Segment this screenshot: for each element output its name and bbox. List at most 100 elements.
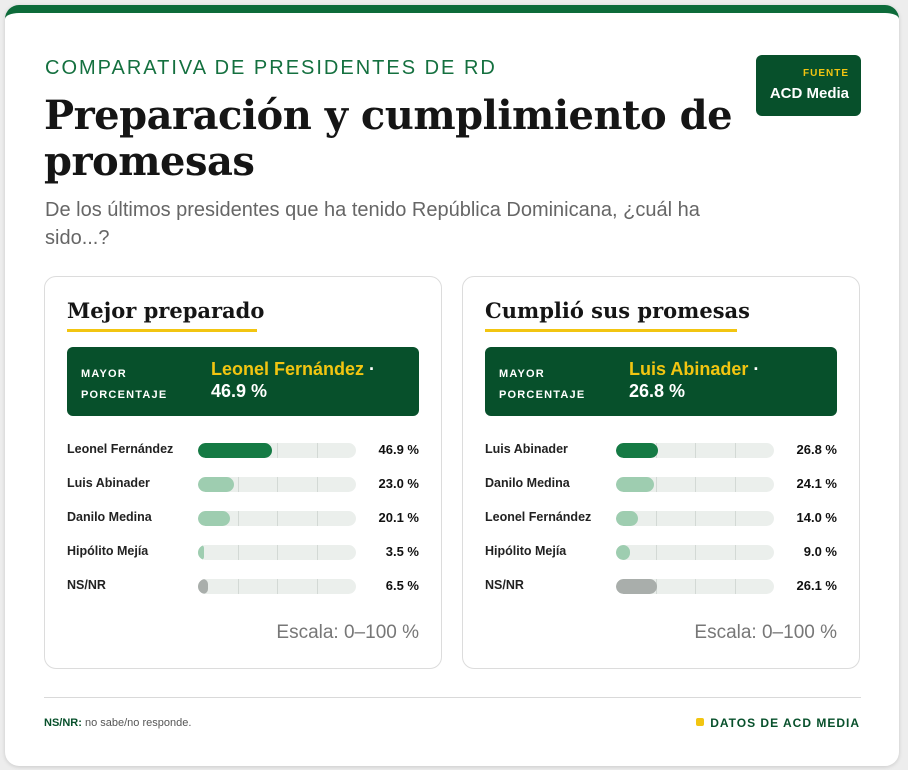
title-underline xyxy=(67,329,257,332)
bar-fill xyxy=(198,545,204,560)
top-result-name: Luis Abinader · xyxy=(629,359,760,379)
gridline xyxy=(695,443,696,458)
panel-mejor-preparado: Mejor preparado MAYOR PORCENTAJE Leonel … xyxy=(44,276,442,669)
bar-track xyxy=(616,477,774,492)
bar-value-label: 14.0 % xyxy=(796,510,837,525)
bar-value-label: 6.5 % xyxy=(385,578,419,593)
bar-track xyxy=(616,511,774,526)
bar-value-label: 9.0 % xyxy=(803,544,837,559)
subtitle: De los últimos presidentes que ha tenido… xyxy=(45,199,700,249)
gridline xyxy=(277,443,278,458)
panel-title: Mejor preparado xyxy=(67,298,265,323)
bar-fill xyxy=(616,545,631,560)
top-result-box: MAYOR PORCENTAJE Luis Abinader · 26.8 % xyxy=(485,347,837,416)
bar-track xyxy=(616,443,774,458)
bar-category-label: Leonel Fernández xyxy=(485,510,592,524)
top-result-label: MAYOR PORCENTAJE xyxy=(499,368,586,401)
gridline xyxy=(695,477,696,492)
gridline xyxy=(695,511,696,526)
bar-fill xyxy=(616,443,659,458)
top-result-value: 46.9 % xyxy=(211,381,268,401)
gridline xyxy=(237,545,239,560)
panel-cumplio-promesas: Cumplió sus promesas MAYOR PORCENTAJE Lu… xyxy=(462,276,860,669)
source-badge: FUENTE ACD Media xyxy=(756,55,861,116)
gridline xyxy=(277,545,278,560)
bar-row: Luis Abinader 23.0 % xyxy=(67,474,419,494)
bar-category-label: Leonel Fernández xyxy=(67,442,174,456)
bar-category-label: Danilo Medina xyxy=(67,510,152,524)
gridline xyxy=(655,477,657,492)
bar-row: NS/NR 6.5 % xyxy=(67,576,419,596)
gridline xyxy=(695,579,696,594)
bar-row: Danilo Medina 24.1 % xyxy=(485,474,837,494)
eyebrow: COMPARATIVA DE PRESIDENTES DE RD xyxy=(45,57,497,79)
bar-track xyxy=(198,579,356,594)
bar-row: Luis Abinader 26.8 % xyxy=(485,440,837,460)
bar-row: Danilo Medina 20.1 % xyxy=(67,508,419,528)
bar-category-label: Luis Abinader xyxy=(67,476,150,490)
top-result-name: Leonel Fernández · xyxy=(211,359,376,379)
gridline xyxy=(695,545,696,560)
scale-note: Escala: 0–100 % xyxy=(276,622,419,643)
top-result-label: MAYOR PORCENTAJE xyxy=(81,368,168,401)
page-title: Preparación y cumplimiento de promesas xyxy=(44,92,733,185)
bar-category-label: NS/NR xyxy=(67,578,106,592)
source-label: FUENTE xyxy=(803,68,849,79)
gridline xyxy=(237,511,239,526)
gridline xyxy=(734,579,736,594)
gridline xyxy=(277,579,278,594)
bar-fill xyxy=(198,511,230,526)
gridline xyxy=(237,477,239,492)
footer-note: NS/NR: no sabe/no responde. xyxy=(44,717,192,729)
bar-value-label: 46.9 % xyxy=(378,442,419,457)
gridline xyxy=(734,545,736,560)
infographic-card: COMPARATIVA DE PRESIDENTES DE RD Prepara… xyxy=(5,5,899,766)
bar-track xyxy=(198,477,356,492)
bar-track xyxy=(616,545,774,560)
gridline xyxy=(316,443,318,458)
top-result-box: MAYOR PORCENTAJE Leonel Fernández · 46.9… xyxy=(67,347,419,416)
gridline xyxy=(316,477,318,492)
bar-category-label: Luis Abinader xyxy=(485,442,568,456)
bar-fill xyxy=(616,511,639,526)
gridline xyxy=(316,579,318,594)
credit-marker-icon xyxy=(696,718,705,726)
top-result-value: 26.8 % xyxy=(629,381,686,401)
bar-fill xyxy=(198,477,235,492)
bar-track xyxy=(198,511,356,526)
bar-value-label: 20.1 % xyxy=(378,510,419,525)
bar-category-label: Hipólito Mejía xyxy=(485,544,567,558)
bar-row: Hipólito Mejía 9.0 % xyxy=(485,542,837,562)
bar-row: Leonel Fernández 46.9 % xyxy=(67,440,419,460)
title-underline xyxy=(485,329,737,332)
gridline xyxy=(277,511,278,526)
scale-note: Escala: 0–100 % xyxy=(694,622,837,643)
bar-value-label: 3.5 % xyxy=(385,544,419,559)
bar-fill xyxy=(198,579,209,594)
bar-category-label: NS/NR xyxy=(485,578,524,592)
gridline xyxy=(277,477,278,492)
gridline xyxy=(734,477,736,492)
bar-value-label: 26.1 % xyxy=(796,578,837,593)
bar-category-label: Danilo Medina xyxy=(485,476,570,490)
bar-row: Leonel Fernández 14.0 % xyxy=(485,508,837,528)
bar-fill xyxy=(198,443,273,458)
bar-value-label: 24.1 % xyxy=(796,476,837,491)
footer-divider xyxy=(44,697,861,698)
gridline xyxy=(316,545,318,560)
bar-row: NS/NR 26.1 % xyxy=(485,576,837,596)
gridline xyxy=(237,579,239,594)
source-value: ACD Media xyxy=(769,85,849,102)
gridline xyxy=(655,511,657,526)
bar-track xyxy=(198,545,356,560)
bar-track xyxy=(198,443,356,458)
bar-fill xyxy=(616,477,655,492)
bar-track xyxy=(616,579,774,594)
panel-title: Cumplió sus promesas xyxy=(485,298,750,323)
bar-category-label: Hipólito Mejía xyxy=(67,544,149,558)
bar-fill xyxy=(616,579,658,594)
bar-value-label: 23.0 % xyxy=(378,476,419,491)
gridline xyxy=(655,545,657,560)
gridline xyxy=(734,511,736,526)
gridline xyxy=(734,443,736,458)
